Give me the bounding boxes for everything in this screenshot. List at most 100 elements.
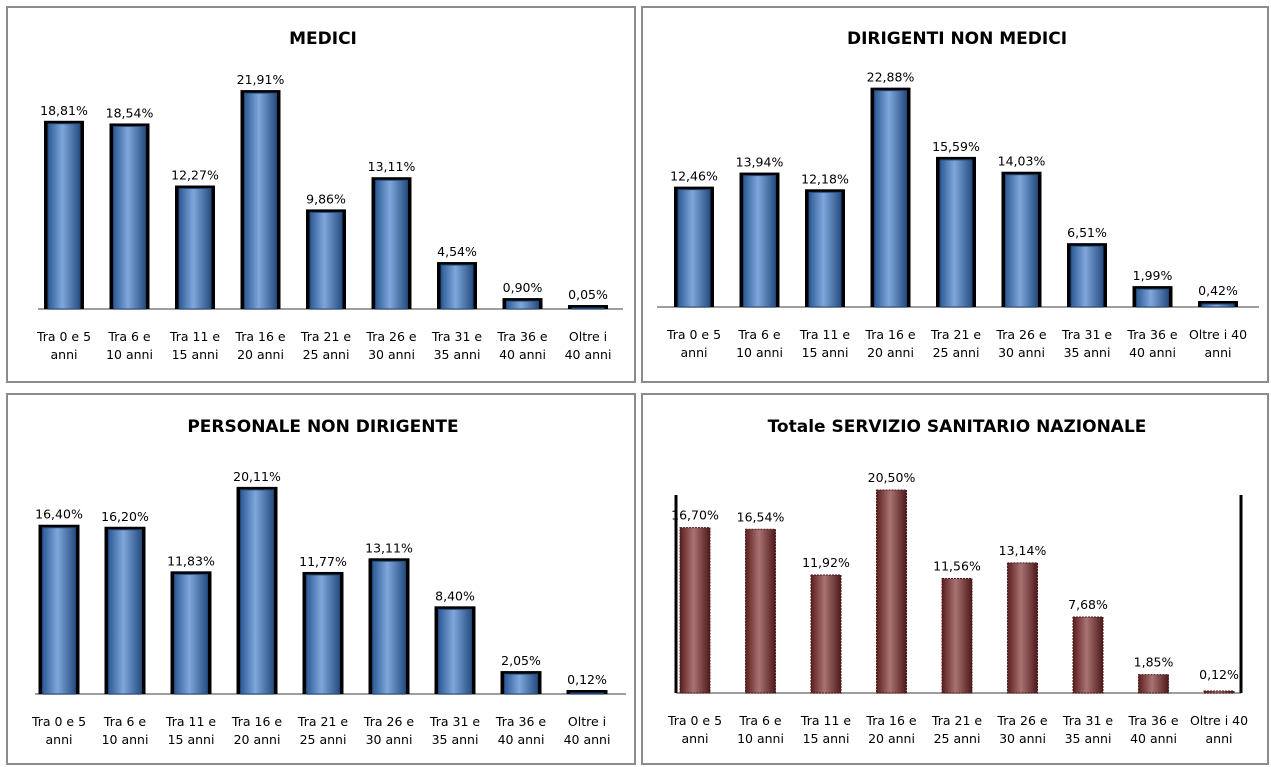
category-tick-label: Tra 11 e bbox=[799, 327, 850, 342]
data-label: 12,18% bbox=[801, 171, 849, 186]
chart-title: Totale SERVIZIO SANITARIO NAZIONALE bbox=[768, 417, 1147, 437]
chart-svg-totale-ssn: Totale SERVIZIO SANITARIO NAZIONALE 16,70… bbox=[667, 417, 1248, 746]
bar bbox=[309, 211, 343, 310]
data-label: 16,54% bbox=[737, 509, 785, 524]
category-tick-label: 25 anni bbox=[300, 732, 347, 747]
bar bbox=[679, 527, 711, 694]
category-tick-label: Tra 21 e bbox=[297, 714, 348, 729]
category-tick-label: 35 anni bbox=[1065, 731, 1112, 746]
category-tick-label: 30 anni bbox=[999, 731, 1046, 746]
category-tick-label: Tra 0 e 5 bbox=[31, 714, 86, 729]
data-label: 13,11% bbox=[368, 159, 416, 174]
bar bbox=[375, 179, 408, 310]
category-tick-label: 10 anni bbox=[106, 347, 153, 362]
bar bbox=[1072, 616, 1104, 694]
bar bbox=[570, 692, 604, 695]
data-label: 16,20% bbox=[101, 509, 149, 524]
category-tick-label: 30 anni bbox=[998, 345, 1045, 360]
bar bbox=[808, 191, 842, 308]
category-tick-label: Tra 36 e bbox=[495, 714, 546, 729]
data-label: 21,91% bbox=[237, 72, 285, 87]
data-label: 11,77% bbox=[299, 554, 347, 569]
category-tick-label: Tra 11 e bbox=[800, 713, 851, 728]
category-tick-label: Tra 6 e bbox=[737, 327, 780, 342]
category-tick-label: anni bbox=[1205, 345, 1232, 360]
category-tick-label: 15 anni bbox=[168, 732, 215, 747]
category-tick-label: anni bbox=[682, 731, 709, 746]
category-tick-label: 25 anni bbox=[303, 347, 350, 362]
bar bbox=[745, 528, 776, 694]
category-tick-label: 10 anni bbox=[102, 732, 149, 747]
bar bbox=[504, 673, 538, 695]
data-label: 0,05% bbox=[568, 287, 608, 302]
data-label: 11,83% bbox=[167, 553, 215, 568]
category-tick-label: Tra 31 e bbox=[1061, 327, 1112, 342]
data-label: 13,11% bbox=[365, 540, 413, 555]
bar bbox=[306, 574, 340, 695]
category-tick-label: 35 anni bbox=[1064, 345, 1111, 360]
category-tick-label: Tra 36 e bbox=[1126, 327, 1177, 342]
category-tick-label: 30 anni bbox=[368, 347, 415, 362]
bar bbox=[1138, 674, 1169, 694]
data-label: 14,03% bbox=[998, 154, 1046, 169]
category-tick-label: anni bbox=[681, 345, 708, 360]
category-tick-label: 15 anni bbox=[802, 345, 849, 360]
bar bbox=[244, 92, 277, 310]
category-tick-label: Tra 11 e bbox=[169, 329, 220, 344]
chart-svg-personale-non-dirigente: PERSONALE NON DIRIGENTE 16,40% Tra 0 e 5 an… bbox=[31, 417, 626, 747]
category-tick-label: 40 anni bbox=[1130, 731, 1177, 746]
bar bbox=[876, 489, 907, 694]
chart-svg-medici: MEDICI 18,81% Tra 0 e 5 anni 18,54% Tra 6 e 10… bbox=[36, 29, 623, 362]
category-tick-label: Tra 6 e bbox=[107, 329, 150, 344]
bar bbox=[47, 123, 81, 310]
category-tick-label: anni bbox=[1206, 731, 1233, 746]
category-tick-label: Tra 21 e bbox=[300, 329, 351, 344]
category-tick-label: 20 anni bbox=[867, 345, 914, 360]
chart-panel-totale-ssn: Totale SERVIZIO SANITARIO NAZIONALE 16,70… bbox=[641, 393, 1269, 765]
bar bbox=[108, 529, 142, 695]
bar-outline bbox=[566, 690, 608, 694]
data-label: 11,56% bbox=[933, 559, 981, 574]
category-tick-label: Tra 21 e bbox=[930, 327, 981, 342]
bar bbox=[113, 125, 146, 310]
data-label: 9,86% bbox=[306, 191, 346, 206]
data-label: 12,27% bbox=[171, 168, 219, 183]
data-label: 0,90% bbox=[503, 280, 543, 295]
category-tick-label: Tra 0 e 5 bbox=[667, 713, 722, 728]
category-tick-label: Tra 26 e bbox=[363, 714, 414, 729]
data-label: 16,70% bbox=[671, 508, 719, 523]
chart-title: PERSONALE NON DIRIGENTE bbox=[187, 417, 458, 437]
category-tick-label: 25 anni bbox=[934, 731, 981, 746]
category-tick-label: 35 anni bbox=[434, 347, 481, 362]
bar bbox=[1136, 288, 1169, 308]
category-tick-label: 30 anni bbox=[366, 732, 413, 747]
category-tick-label: Tra 21 e bbox=[931, 713, 982, 728]
data-label: 11,92% bbox=[802, 555, 850, 570]
category-tick-label: Tra 16 e bbox=[864, 327, 915, 342]
category-tick-label: Tra 31 e bbox=[1062, 713, 1113, 728]
data-label: 13,14% bbox=[999, 543, 1047, 558]
bar bbox=[941, 578, 973, 694]
bar bbox=[1007, 562, 1038, 694]
category-tick-label: Oltre i bbox=[569, 329, 607, 344]
category-tick-label: Tra 0 e 5 bbox=[36, 329, 91, 344]
data-label: 1,85% bbox=[1134, 655, 1174, 670]
data-label: 0,12% bbox=[567, 672, 607, 687]
category-tick-label: Tra 6 e bbox=[103, 714, 146, 729]
category-tick-label: Tra 31 e bbox=[431, 329, 482, 344]
bar bbox=[939, 159, 973, 308]
category-tick-label: Tra 26 e bbox=[995, 327, 1046, 342]
chart-panel-dirigenti-non-medici: DIRIGENTI NON MEDICI 12,46% Tra 0 e 5 anni 1… bbox=[641, 6, 1269, 383]
category-tick-label: anni bbox=[46, 732, 73, 747]
data-label: 4,54% bbox=[437, 244, 477, 259]
category-tick-label: 15 anni bbox=[803, 731, 850, 746]
category-tick-label: Tra 36 e bbox=[1127, 713, 1178, 728]
category-tick-label: Tra 0 e 5 bbox=[666, 327, 721, 342]
data-label: 7,68% bbox=[1068, 597, 1108, 612]
category-tick-label: Oltre i 40 bbox=[1189, 327, 1247, 342]
category-tick-label: Tra 11 e bbox=[165, 714, 216, 729]
bar bbox=[1005, 174, 1038, 308]
bar-outline bbox=[568, 305, 608, 309]
category-tick-label: 25 anni bbox=[933, 345, 980, 360]
chart-panel-personale-non-dirigente: PERSONALE NON DIRIGENTE 16,40% Tra 0 e 5 an… bbox=[6, 393, 636, 765]
